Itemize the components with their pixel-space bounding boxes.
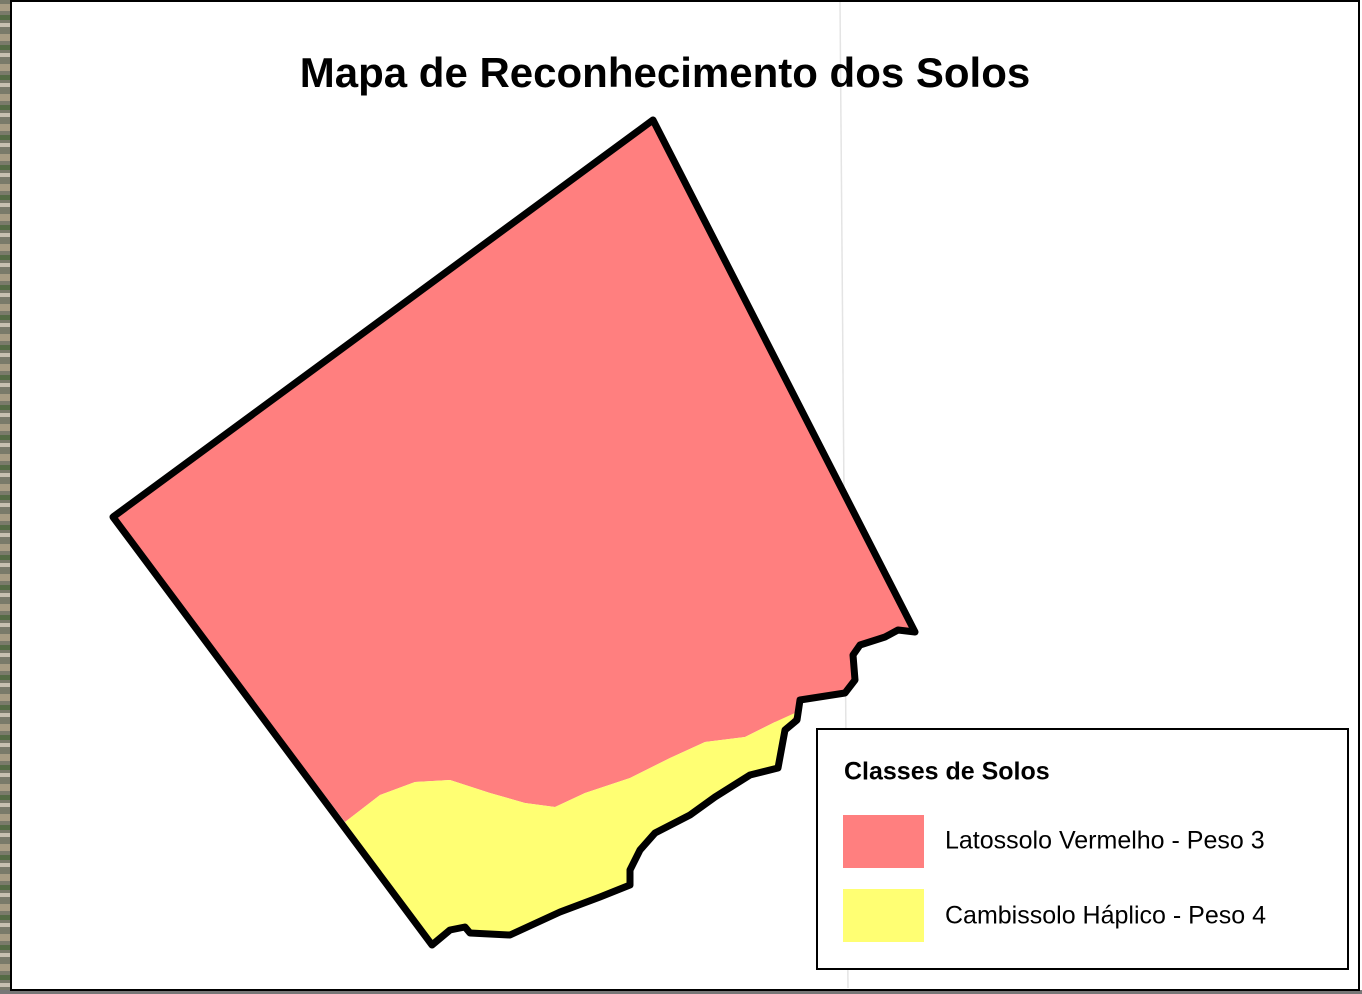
legend: Classes de Solos Latossolo Vermelho - Pe… bbox=[817, 729, 1348, 969]
map-page: Mapa de Reconhecimento dos Solos Classes… bbox=[0, 0, 1362, 994]
aerial-strip bbox=[0, 0, 11, 994]
map-title: Mapa de Reconhecimento dos Solos bbox=[300, 49, 1030, 96]
legend-label: Cambissolo Háplico - Peso 4 bbox=[945, 902, 1266, 930]
legend-title: Classes de Solos bbox=[844, 758, 1050, 786]
legend-label: Latossolo Vermelho - Peso 3 bbox=[945, 827, 1265, 855]
legend-swatch bbox=[843, 889, 924, 942]
legend-swatch bbox=[843, 815, 924, 868]
